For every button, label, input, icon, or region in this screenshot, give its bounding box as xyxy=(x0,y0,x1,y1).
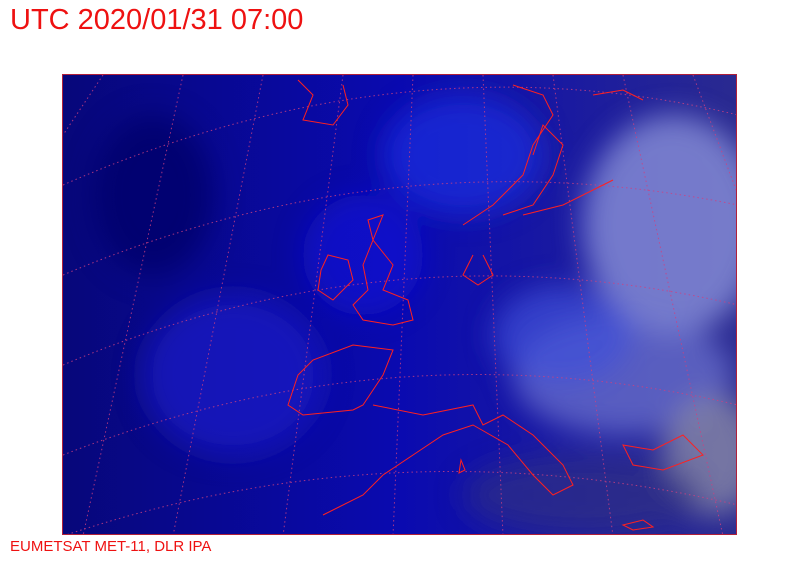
satellite-map xyxy=(62,74,737,535)
graticule xyxy=(63,75,736,534)
data-source-credit: EUMETSAT MET-11, DLR IPA xyxy=(10,538,212,555)
timestamp-title: UTC 2020/01/31 07:00 xyxy=(10,4,304,36)
coastlines xyxy=(287,79,704,531)
satellite-image xyxy=(63,75,736,534)
cloud-layer xyxy=(93,95,736,534)
